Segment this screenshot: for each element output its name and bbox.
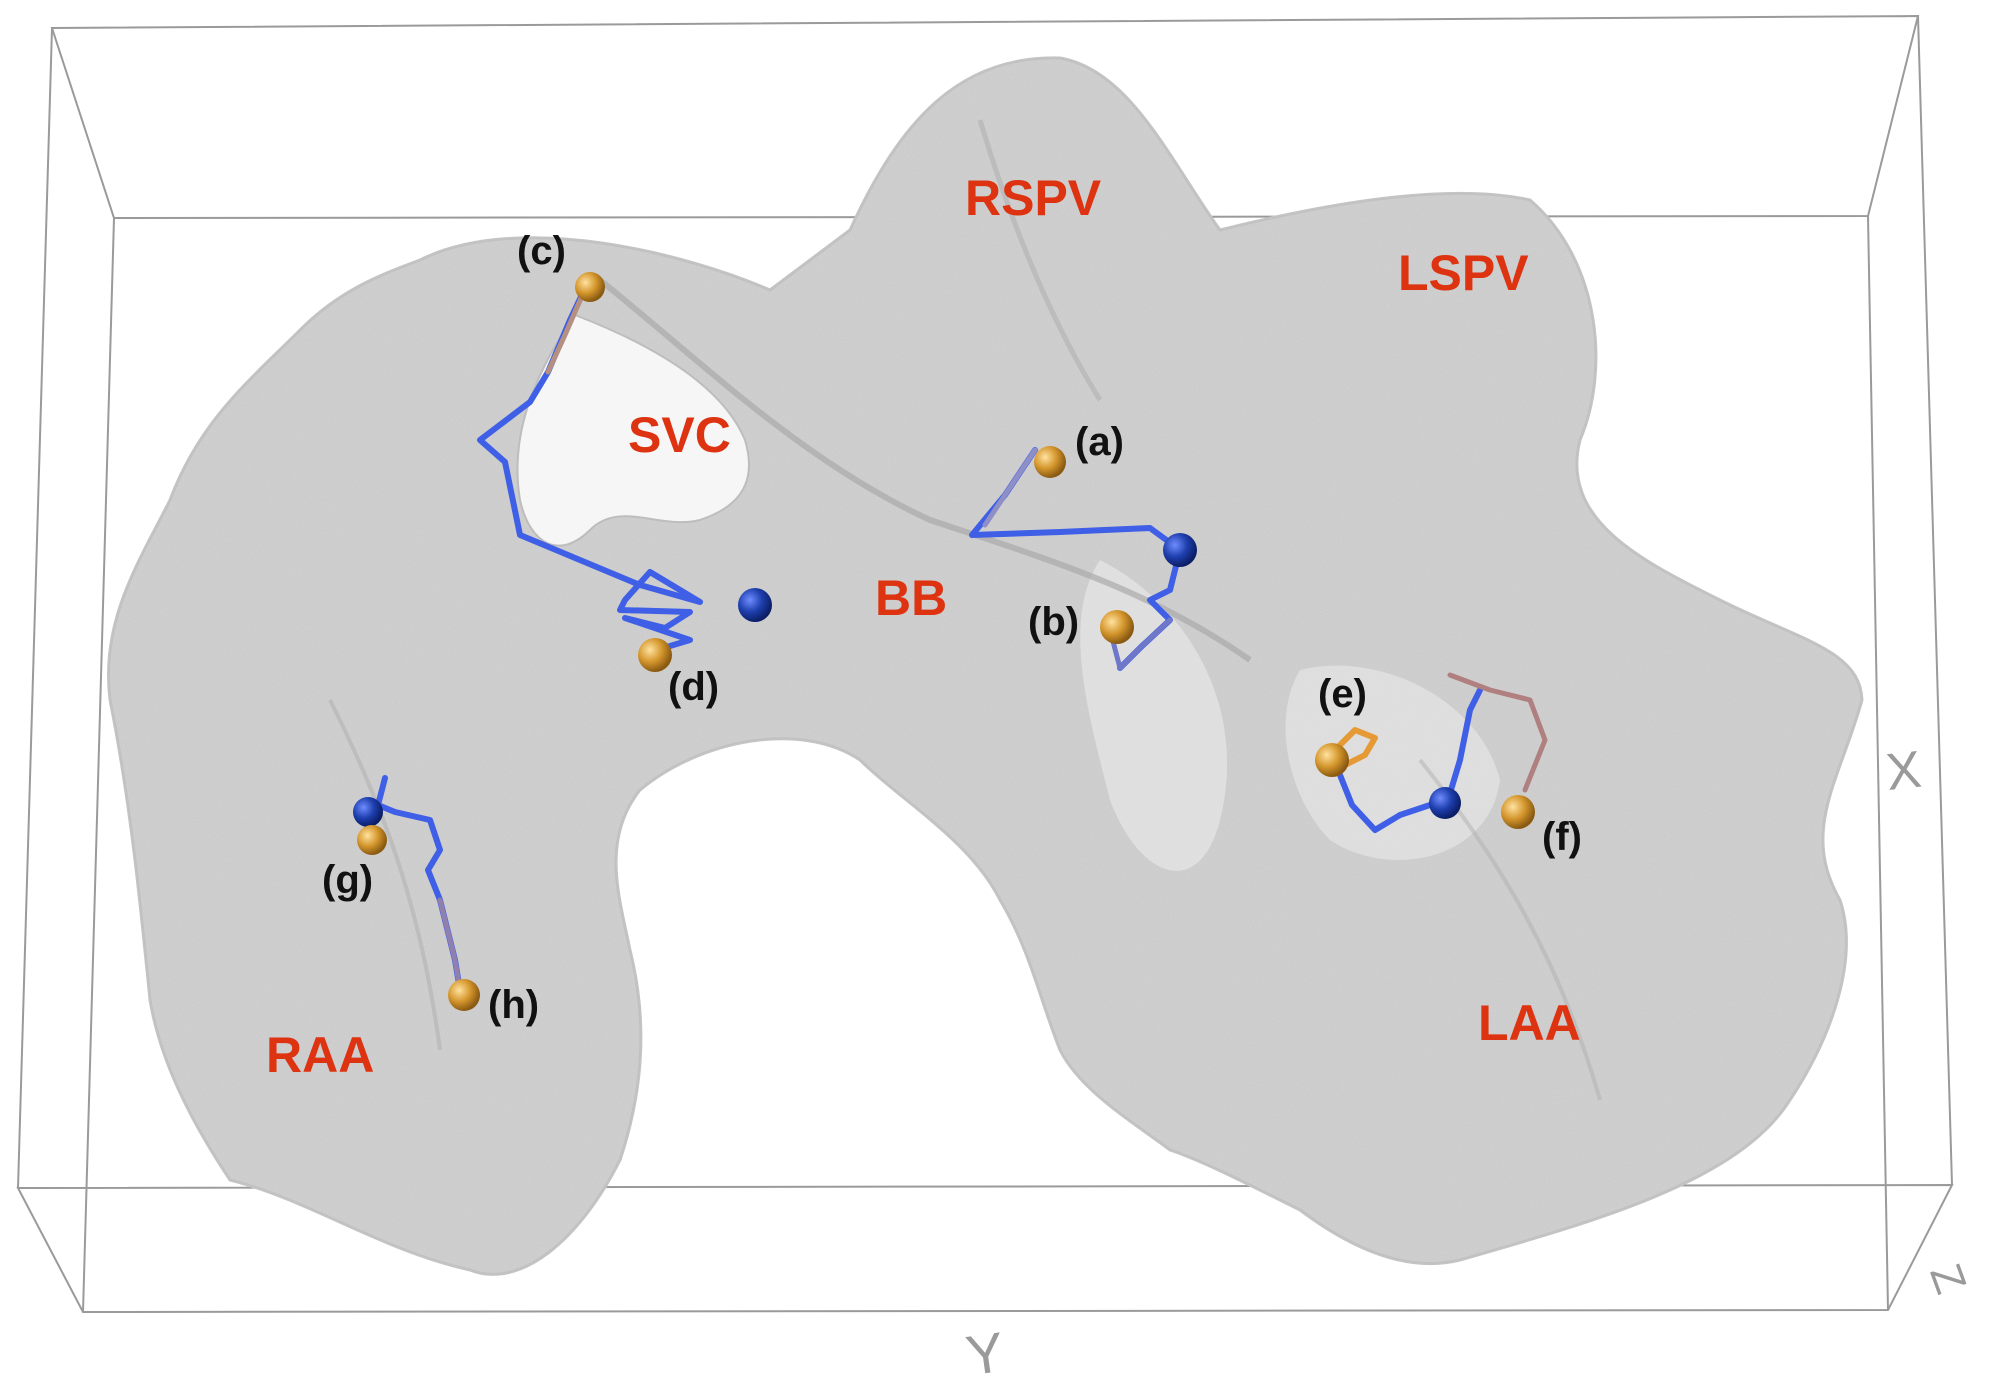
path-a-upper-tint (982, 447, 1038, 528)
marker-labels: (a) (b) (c) (d) (e) (f) (g) (h) (322, 229, 1582, 1027)
start-spheres (353, 533, 1461, 827)
marker-label-a: (a) (1075, 420, 1124, 464)
axis-label-x: X (1883, 741, 1924, 802)
start-sphere (738, 588, 772, 622)
svc-opening (516, 313, 750, 547)
marker-label-f: (f) (1542, 815, 1582, 859)
end-sphere-h (448, 979, 480, 1011)
region-label-rspv: RSPV (965, 170, 1102, 226)
marker-label-b: (b) (1028, 600, 1079, 644)
bounding-box-edge (1867, 215, 1889, 1311)
atrial-surface (107, 56, 1864, 1276)
catheter-paths (375, 279, 1548, 993)
path-f-upper-tint (1447, 672, 1548, 793)
path-c-to-d (477, 279, 703, 655)
path-b-lower-tint (1107, 617, 1173, 671)
region-label-bb: BB (875, 570, 947, 626)
axis-label-z: Z (1920, 1258, 1975, 1300)
start-sphere (353, 797, 383, 827)
region-labels: RSPV LSPV SVC BB RAA LAA (266, 170, 1581, 1083)
marker-label-d: (d) (668, 665, 719, 709)
end-sphere-c (575, 272, 605, 302)
surface-ridge (328, 699, 442, 1051)
marker-label-e: (e) (1318, 672, 1367, 716)
marker-label-g: (g) (322, 858, 373, 902)
end-sphere-b (1100, 610, 1134, 644)
marker-label-c: (c) (517, 229, 566, 273)
surface-ridge (977, 119, 1103, 402)
region-label-lspv: LSPV (1398, 245, 1529, 301)
bounding-box-edge (17, 27, 53, 1189)
path-c-upper-tint (545, 279, 591, 375)
end-sphere-d (638, 638, 672, 672)
region-label-svc: SVC (628, 407, 731, 463)
end-sphere-g (357, 825, 387, 855)
end-spheres (357, 272, 1535, 1011)
region-label-laa: LAA (1478, 995, 1581, 1051)
end-sphere-e (1315, 743, 1349, 777)
end-sphere-a (1034, 446, 1066, 478)
marker-label-h: (h) (488, 983, 539, 1027)
bounding-box-edge (1917, 15, 1953, 1186)
region-label-raa: RAA (266, 1027, 374, 1083)
end-sphere-f (1501, 795, 1535, 829)
axis-label-y: Y (962, 1320, 1008, 1387)
start-sphere (1163, 533, 1197, 567)
path-h-lower-tint (437, 897, 463, 993)
path-e-orange-loop (1327, 727, 1378, 768)
start-sphere (1429, 787, 1461, 819)
bounding-box-edge (82, 217, 115, 1313)
